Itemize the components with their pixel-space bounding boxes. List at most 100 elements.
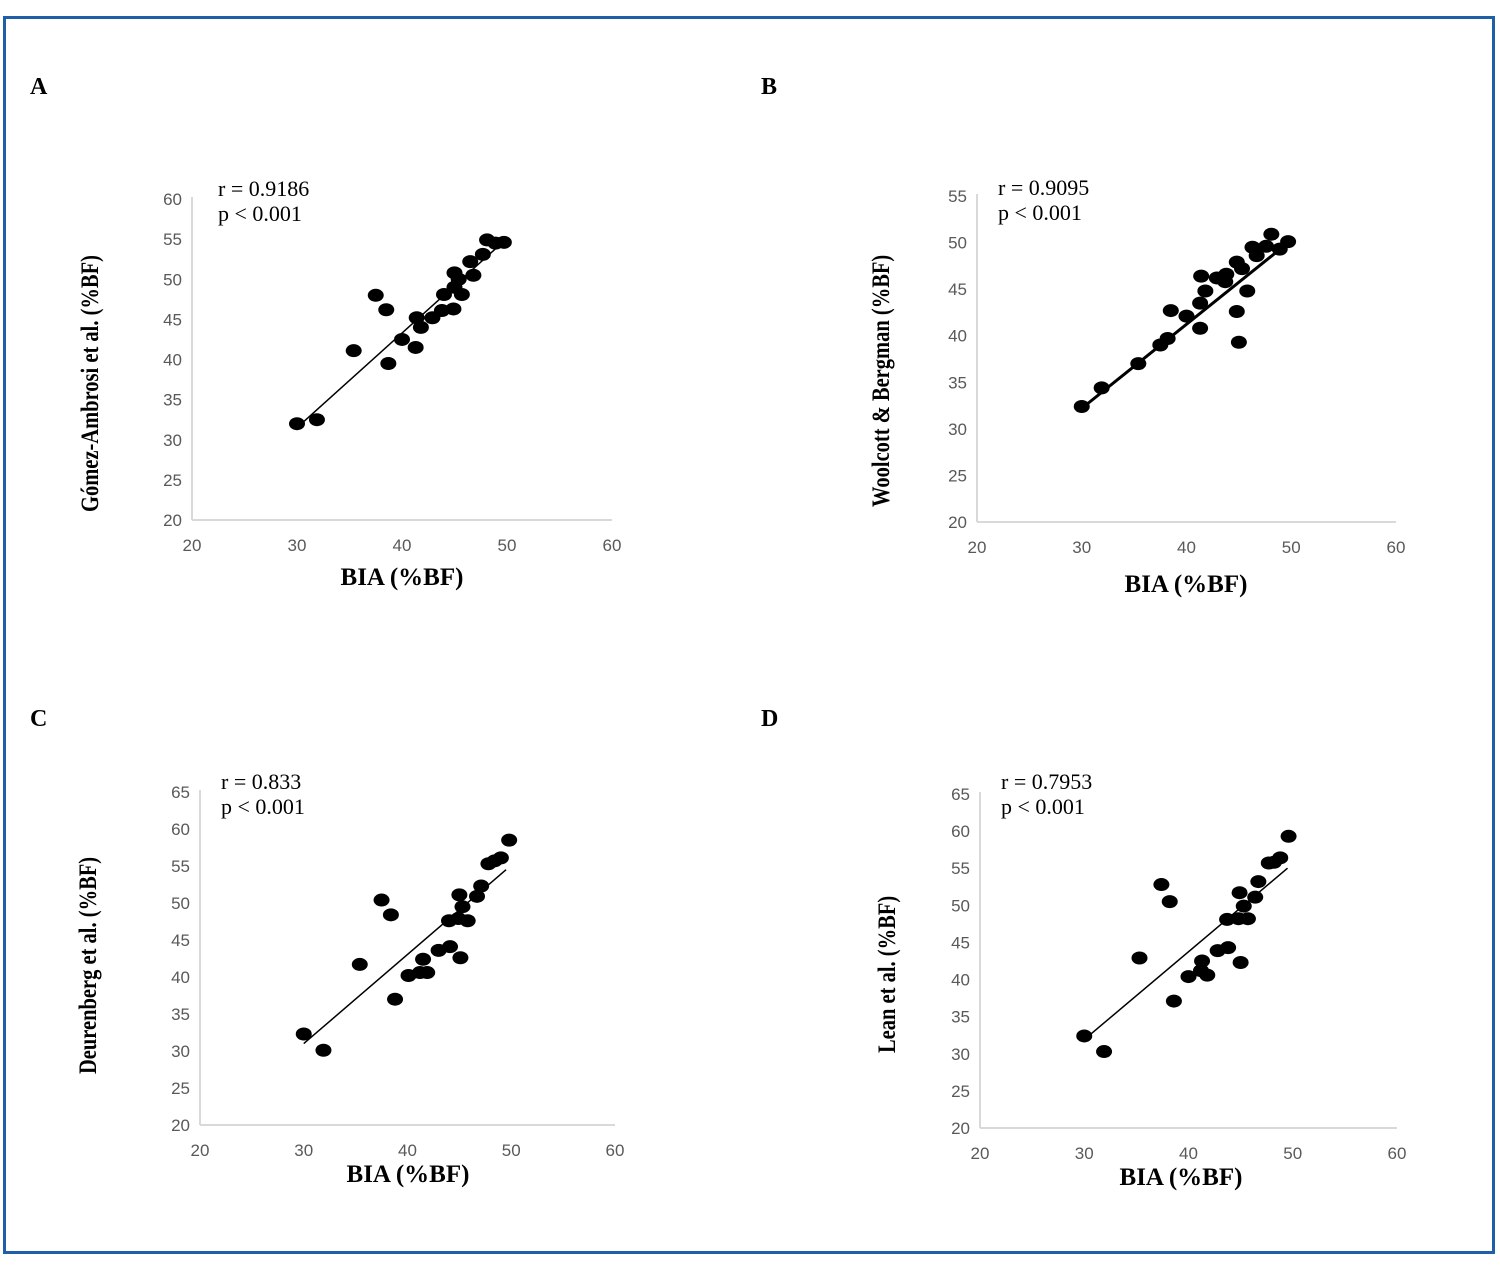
data-point xyxy=(1239,284,1256,298)
data-point xyxy=(451,888,468,902)
data-point xyxy=(1178,309,1195,323)
x-tick-label: 40 xyxy=(1177,538,1196,557)
y-tick-label: 50 xyxy=(951,896,970,915)
y-tick-label: 35 xyxy=(951,1008,970,1027)
data-point xyxy=(436,287,452,301)
data-point xyxy=(1130,357,1147,371)
correlation-r: r = 0.9095 xyxy=(998,175,1090,200)
y-tick-label: 55 xyxy=(951,859,970,878)
panel-a: A 20 25 30 35 40 45 50 55 60 20 30 40 50 60 r = 0.918… xyxy=(30,74,710,634)
panel-letter: B xyxy=(761,74,778,100)
data-point xyxy=(1239,912,1256,926)
data-point xyxy=(1076,1029,1093,1043)
x-tick-label: 30 xyxy=(294,1141,313,1160)
data-point xyxy=(345,344,362,358)
panel-letter: A xyxy=(30,74,48,100)
data-point xyxy=(1197,284,1214,298)
x-tick-label: 50 xyxy=(1282,538,1301,557)
y-tick-label: 60 xyxy=(951,822,970,841)
data-point xyxy=(1199,968,1216,982)
data-point xyxy=(1073,400,1090,414)
x-tick-label: 40 xyxy=(1179,1144,1198,1163)
data-point xyxy=(1165,994,1182,1008)
data-point xyxy=(351,957,368,971)
y-tick-label: 55 xyxy=(948,187,967,206)
y-axis-label: Gómez-Ambrosi et al. (%BF) xyxy=(77,255,104,512)
y-tick-label: 60 xyxy=(171,820,190,839)
y-tick-label: 30 xyxy=(951,1045,970,1064)
y-tick-label: 65 xyxy=(951,785,970,804)
y-tick-label: 40 xyxy=(948,327,967,346)
x-tick-label: 60 xyxy=(603,536,622,555)
p-value: p < 0.001 xyxy=(998,200,1082,225)
x-tick-label: 40 xyxy=(398,1141,417,1160)
y-tick-label: 35 xyxy=(163,391,182,410)
y-tick-label: 50 xyxy=(163,270,182,289)
x-tick-label: 40 xyxy=(393,536,412,555)
data-point xyxy=(459,914,476,928)
x-tick-label: 20 xyxy=(968,538,987,557)
y-tick-label: 35 xyxy=(171,1005,190,1024)
y-tick-label: 25 xyxy=(948,466,967,485)
x-tick-label: 50 xyxy=(1283,1144,1302,1163)
y-tick-label: 25 xyxy=(163,471,182,490)
data-point xyxy=(308,413,325,427)
data-point xyxy=(1220,941,1237,955)
data-point xyxy=(452,951,469,965)
data-point xyxy=(445,302,462,316)
data-point xyxy=(382,908,399,922)
data-point xyxy=(1131,951,1148,965)
data-point xyxy=(492,851,509,865)
data-point xyxy=(1218,267,1235,281)
data-point xyxy=(442,940,459,954)
data-point xyxy=(1193,269,1210,283)
data-point xyxy=(419,966,436,980)
y-tick-label: 30 xyxy=(171,1042,190,1061)
y-tick-label: 40 xyxy=(163,351,182,370)
y-tick-label: 30 xyxy=(948,420,967,439)
data-point xyxy=(1230,335,1247,349)
data-point xyxy=(315,1043,332,1057)
data-point xyxy=(1153,878,1170,892)
y-tick-label: 40 xyxy=(171,968,190,987)
data-point xyxy=(1234,262,1251,276)
data-point xyxy=(289,417,305,431)
data-point xyxy=(1272,851,1289,865)
data-point xyxy=(1280,235,1297,249)
data-point xyxy=(1159,332,1176,346)
x-tick-label: 30 xyxy=(1072,538,1091,557)
data-point xyxy=(1161,895,1178,909)
y-tick-label: 50 xyxy=(171,894,190,913)
y-tick-label: 45 xyxy=(171,931,190,950)
x-axis-label: BIA (%BF) xyxy=(1119,1164,1243,1191)
scatter-plot-c: 20 25 30 35 40 45 50 55 60 65 20 30 40 50 60 xyxy=(171,783,625,1160)
y-tick-label: 65 xyxy=(171,783,190,802)
data-point xyxy=(1192,321,1209,335)
data-point xyxy=(501,833,518,847)
data-point xyxy=(474,247,491,261)
p-value: p < 0.001 xyxy=(218,201,302,226)
x-tick-label: 60 xyxy=(606,1141,625,1160)
x-tick-label: 20 xyxy=(971,1144,990,1163)
x-tick-label: 20 xyxy=(183,536,202,555)
x-axis-label: BIA (%BF) xyxy=(340,564,464,591)
scatter-plot-a: 20 25 30 35 40 45 50 55 60 20 30 40 50 60 xyxy=(163,190,622,555)
p-value: p < 0.001 xyxy=(221,794,305,819)
p-value: p < 0.001 xyxy=(1001,794,1085,819)
data-point xyxy=(1093,381,1110,395)
trendline xyxy=(1080,243,1287,410)
x-axis-label: BIA (%BF) xyxy=(346,1161,470,1188)
data-point xyxy=(1180,970,1197,984)
x-tick-label: 50 xyxy=(498,536,517,555)
data-point xyxy=(1228,304,1245,318)
panel-letter: C xyxy=(30,706,48,732)
data-point xyxy=(407,340,424,354)
y-tick-label: 55 xyxy=(171,857,190,876)
data-point xyxy=(378,303,395,317)
data-point xyxy=(473,879,490,893)
data-point xyxy=(415,952,432,966)
scatter-plot-b: 20 25 30 35 40 45 50 55 20 30 40 50 60 xyxy=(948,187,1405,557)
scatter-plot-d: 20 25 30 35 40 45 50 55 60 65 20 30 40 50 60 xyxy=(951,785,1406,1163)
y-tick-label: 25 xyxy=(171,1079,190,1098)
correlation-r: r = 0.9186 xyxy=(218,176,310,201)
